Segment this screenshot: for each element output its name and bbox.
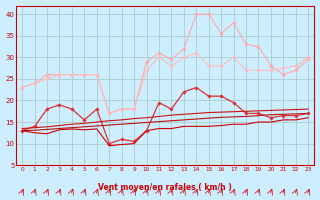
X-axis label: Vent moyen/en rafales ( km/h ): Vent moyen/en rafales ( km/h ) — [98, 183, 232, 192]
